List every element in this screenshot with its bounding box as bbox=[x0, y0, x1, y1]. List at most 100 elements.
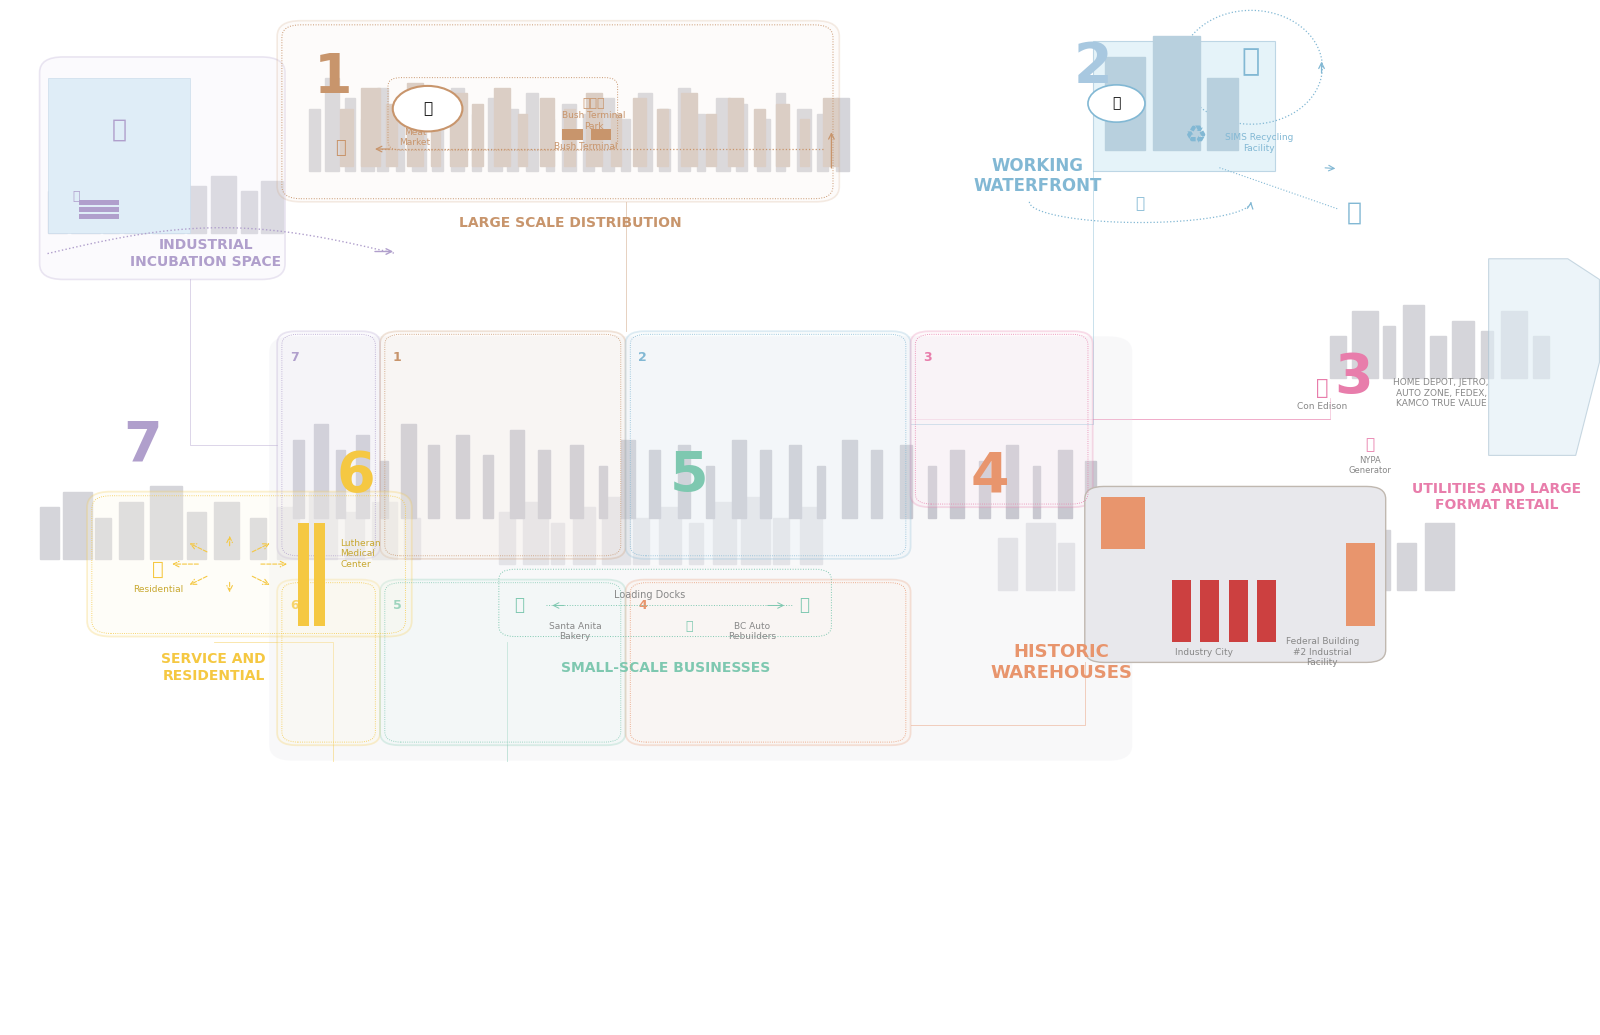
Bar bbox=[1330, 336, 1346, 378]
Bar bbox=[602, 98, 614, 171]
Bar bbox=[1093, 41, 1275, 171]
Bar bbox=[776, 93, 786, 171]
Text: HOME DEPOT, JETRO,
AUTO ZONE, FEDEX,
KAMCO TRUE VALUE: HOME DEPOT, JETRO, AUTO ZONE, FEDEX, KAM… bbox=[1394, 379, 1490, 408]
Bar bbox=[403, 518, 419, 559]
Bar bbox=[1171, 580, 1190, 642]
Bar bbox=[776, 104, 789, 166]
Text: UTILITIES AND LARGE
FORMAT RETAIL: UTILITIES AND LARGE FORMAT RETAIL bbox=[1411, 481, 1581, 512]
FancyBboxPatch shape bbox=[40, 57, 285, 279]
FancyBboxPatch shape bbox=[277, 21, 840, 202]
Bar bbox=[658, 109, 669, 166]
Bar bbox=[715, 98, 730, 171]
Bar bbox=[1200, 580, 1219, 642]
Bar bbox=[1403, 305, 1424, 378]
Bar bbox=[378, 88, 387, 171]
FancyBboxPatch shape bbox=[381, 331, 626, 559]
Bar bbox=[456, 435, 469, 518]
Text: ⏻: ⏻ bbox=[1365, 438, 1374, 452]
Bar bbox=[800, 507, 822, 564]
Bar bbox=[731, 440, 746, 518]
Bar bbox=[1058, 543, 1074, 590]
Text: NYPA
Generator: NYPA Generator bbox=[1349, 456, 1392, 475]
Bar bbox=[357, 435, 370, 518]
Bar bbox=[621, 119, 630, 171]
Bar bbox=[573, 507, 595, 564]
Circle shape bbox=[392, 86, 462, 131]
FancyBboxPatch shape bbox=[86, 492, 411, 637]
Bar bbox=[72, 171, 99, 233]
Text: ⏻: ⏻ bbox=[1317, 378, 1328, 398]
FancyBboxPatch shape bbox=[626, 580, 910, 745]
Bar bbox=[450, 93, 467, 166]
FancyBboxPatch shape bbox=[269, 336, 1133, 761]
Bar bbox=[362, 88, 381, 166]
FancyBboxPatch shape bbox=[1085, 486, 1386, 662]
Text: 🚗: 🚗 bbox=[685, 620, 693, 632]
Bar bbox=[261, 181, 283, 233]
Bar bbox=[659, 507, 682, 564]
Text: 3: 3 bbox=[923, 351, 931, 363]
Text: ♻: ♻ bbox=[1184, 124, 1206, 149]
Bar bbox=[78, 200, 118, 205]
Text: Federal Building
#2 Industrial
Facility: Federal Building #2 Industrial Facility bbox=[1286, 638, 1358, 667]
Bar bbox=[698, 114, 704, 171]
Text: 🚛: 🚛 bbox=[1136, 197, 1144, 211]
Bar bbox=[1430, 336, 1446, 378]
Bar bbox=[1106, 57, 1146, 150]
Bar bbox=[1346, 543, 1374, 626]
FancyBboxPatch shape bbox=[277, 331, 381, 559]
Bar bbox=[562, 104, 576, 171]
Text: BC Auto
Rebuilders: BC Auto Rebuilders bbox=[728, 622, 776, 641]
Text: Santa Anita
Bakery: Santa Anita Bakery bbox=[549, 622, 602, 641]
Bar bbox=[499, 512, 515, 564]
Bar bbox=[1306, 533, 1326, 590]
Bar bbox=[706, 466, 714, 518]
Bar bbox=[741, 497, 770, 564]
Text: 6: 6 bbox=[338, 449, 376, 503]
Bar bbox=[48, 191, 67, 233]
Bar bbox=[494, 88, 510, 166]
Text: 🚌: 🚌 bbox=[72, 190, 80, 203]
Bar bbox=[472, 104, 483, 166]
Bar bbox=[451, 88, 464, 171]
Bar bbox=[1216, 540, 1235, 590]
Bar bbox=[314, 523, 325, 626]
Bar bbox=[899, 445, 912, 518]
Bar bbox=[621, 440, 635, 518]
Bar bbox=[1101, 497, 1146, 549]
Bar bbox=[979, 461, 990, 518]
Text: 7: 7 bbox=[123, 418, 162, 472]
Bar bbox=[314, 424, 328, 518]
Bar bbox=[1280, 546, 1296, 590]
Bar bbox=[797, 109, 811, 171]
Bar bbox=[760, 450, 771, 518]
Bar bbox=[1154, 549, 1168, 590]
Bar bbox=[598, 466, 606, 518]
Bar bbox=[837, 98, 850, 171]
Text: 4: 4 bbox=[971, 449, 1010, 503]
Bar bbox=[507, 109, 518, 171]
Bar bbox=[824, 98, 838, 166]
Bar bbox=[611, 114, 621, 166]
Bar bbox=[754, 109, 765, 166]
Bar bbox=[928, 466, 936, 518]
Bar bbox=[634, 518, 650, 564]
Text: SMALL-SCALE BUSINESSES: SMALL-SCALE BUSINESSES bbox=[560, 660, 770, 675]
Bar bbox=[483, 455, 493, 518]
Bar bbox=[472, 114, 482, 171]
Bar bbox=[309, 109, 320, 171]
Text: 5: 5 bbox=[669, 449, 709, 503]
Bar bbox=[678, 445, 691, 518]
Bar bbox=[187, 186, 206, 233]
Text: 🌲🌲🌲: 🌲🌲🌲 bbox=[582, 97, 605, 110]
Bar bbox=[400, 424, 416, 518]
Bar bbox=[1085, 461, 1096, 518]
Bar bbox=[432, 104, 443, 171]
Bar bbox=[563, 109, 574, 166]
Bar bbox=[706, 114, 715, 166]
Bar bbox=[800, 119, 810, 166]
Text: 🚗: 🚗 bbox=[1112, 96, 1120, 111]
Bar bbox=[277, 507, 299, 559]
Bar bbox=[1026, 523, 1054, 590]
Text: SERVICE AND
RESIDENTIAL: SERVICE AND RESIDENTIAL bbox=[162, 652, 266, 683]
